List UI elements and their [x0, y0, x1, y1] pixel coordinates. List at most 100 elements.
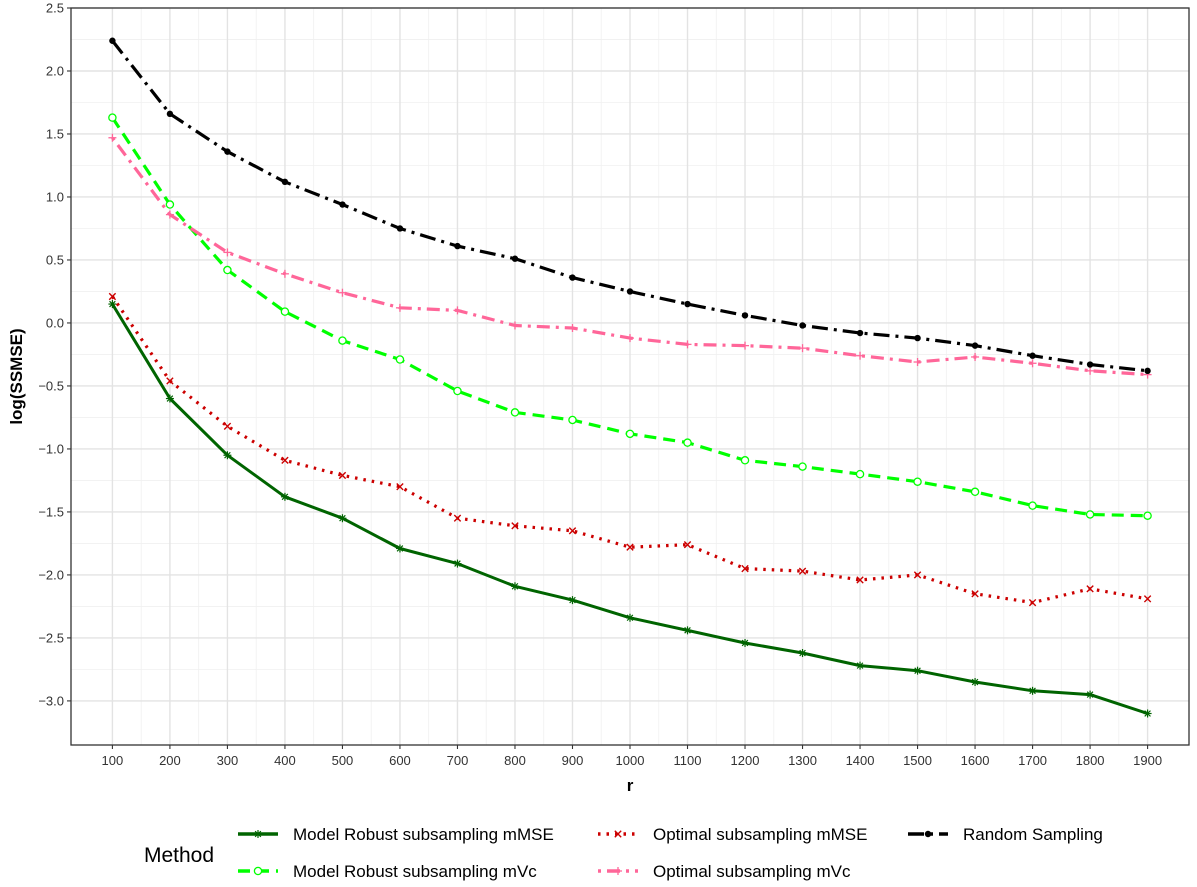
data-point: [1086, 585, 1094, 593]
data-point: [741, 564, 749, 573]
data-point: [913, 358, 922, 367]
data-point: [1144, 367, 1151, 375]
data-point: [454, 242, 461, 250]
data-point: [453, 386, 462, 396]
data-point: [568, 527, 577, 535]
data-point: [740, 456, 750, 465]
legend-label: Optimal subsampling mMSE: [653, 825, 867, 844]
data-point: [913, 666, 922, 675]
data-point: [625, 429, 635, 439]
data-point: [223, 265, 232, 275]
x-axis: 100 200 300 400 500 600 700 800 900 1000 1100 1200 1…: [102, 745, 1162, 768]
x-tick-label: 1800: [1076, 753, 1105, 768]
legend-item: Model Robust subsampling mVc: [238, 862, 537, 881]
legend-label: Optimal subsampling mVc: [653, 862, 851, 881]
data-point: [856, 329, 864, 337]
y-tick-label: 2.5: [46, 1, 64, 16]
data-point: [1029, 352, 1036, 359]
legend-item: Random Sampling: [908, 825, 1103, 844]
y-tick-label: −0.5: [38, 378, 64, 393]
data-point: [971, 590, 979, 598]
x-tick-label: 1500: [903, 753, 932, 768]
series-2: [108, 113, 1152, 520]
grid: [71, 7, 1189, 745]
x-tick-label: 100: [102, 753, 124, 768]
legend-title: Method: [144, 844, 214, 867]
data-point: [856, 351, 865, 360]
data-point: [1143, 709, 1152, 718]
data-point: [395, 303, 404, 312]
legend-key-marker: [614, 830, 622, 838]
data-point: [741, 341, 750, 350]
data-point: [684, 300, 691, 308]
data-point: [108, 133, 117, 142]
y-tick-label: 2.0: [46, 63, 64, 78]
series-4: [108, 133, 1152, 379]
y-tick-label: 1.5: [46, 126, 64, 141]
data-point: [741, 638, 750, 647]
data-point: [970, 487, 980, 497]
legend-key-marker: [254, 830, 262, 838]
data-point: [913, 477, 922, 486]
data-point: [683, 438, 692, 447]
data-point: [626, 543, 634, 551]
series-3: [108, 292, 1152, 607]
series-1: [108, 300, 1152, 718]
data-point: [683, 626, 692, 635]
data-point: [1028, 598, 1037, 607]
data-point: [223, 422, 232, 430]
x-tick-label: 1400: [846, 753, 875, 768]
y-axis-title: log(SSMSE): [7, 328, 26, 424]
data-point: [166, 377, 174, 385]
x-tick-label: 600: [389, 753, 411, 768]
x-tick-label: 500: [332, 753, 354, 768]
data-point: [1086, 361, 1094, 368]
data-point: [971, 342, 979, 349]
data-point: [1085, 510, 1095, 519]
data-point: [395, 355, 405, 364]
data-point: [1028, 686, 1037, 695]
data-point: [799, 322, 806, 329]
data-point: [971, 352, 980, 361]
x-tick-label: 900: [562, 753, 584, 768]
legend-key-marker: [924, 830, 932, 838]
x-axis-title: r: [627, 776, 634, 795]
x-tick-label: 1100: [674, 753, 702, 768]
y-tick-label: −2.0: [38, 567, 64, 582]
data-point: [453, 559, 462, 568]
x-tick-label: 1000: [616, 753, 645, 768]
data-point: [224, 148, 231, 155]
data-point: [108, 292, 117, 301]
data-point: [568, 596, 577, 605]
data-point: [511, 255, 519, 262]
data-point: [855, 469, 865, 479]
data-point: [281, 456, 289, 464]
data-point: [568, 323, 577, 332]
data-point: [1086, 690, 1095, 699]
data-point: [798, 649, 807, 658]
x-tick-label: 1900: [1133, 753, 1162, 768]
data-point: [280, 307, 290, 316]
data-point: [166, 110, 174, 118]
data-point: [913, 571, 922, 579]
data-point: [798, 567, 807, 575]
y-axis: −3.0 −2.5 −2.0 −1.5 −1.0 −0.5 0.0 0.5 1.0 1.5 2.0 2…: [38, 1, 71, 708]
legend: Method Model Robust subsampling mMSE Mode…: [144, 825, 1103, 881]
data-point: [626, 334, 634, 343]
x-tick-label: 1300: [788, 753, 817, 768]
data-point: [569, 274, 576, 281]
legend-label: Random Sampling: [963, 825, 1103, 844]
x-tick-label: 1600: [961, 753, 990, 768]
data-point: [453, 306, 462, 315]
y-tick-label: −1.0: [38, 441, 64, 456]
data-point: [165, 200, 175, 209]
x-tick-label: 700: [447, 753, 469, 768]
legend-key-marker: [614, 867, 622, 875]
data-point: [856, 576, 864, 584]
data-point: [338, 288, 347, 297]
data-point: [395, 544, 404, 553]
legend-item: Optimal subsampling mMSE: [598, 825, 867, 844]
x-tick-label: 1200: [731, 753, 760, 768]
y-tick-label: −2.5: [38, 630, 64, 645]
data-point: [453, 514, 462, 522]
